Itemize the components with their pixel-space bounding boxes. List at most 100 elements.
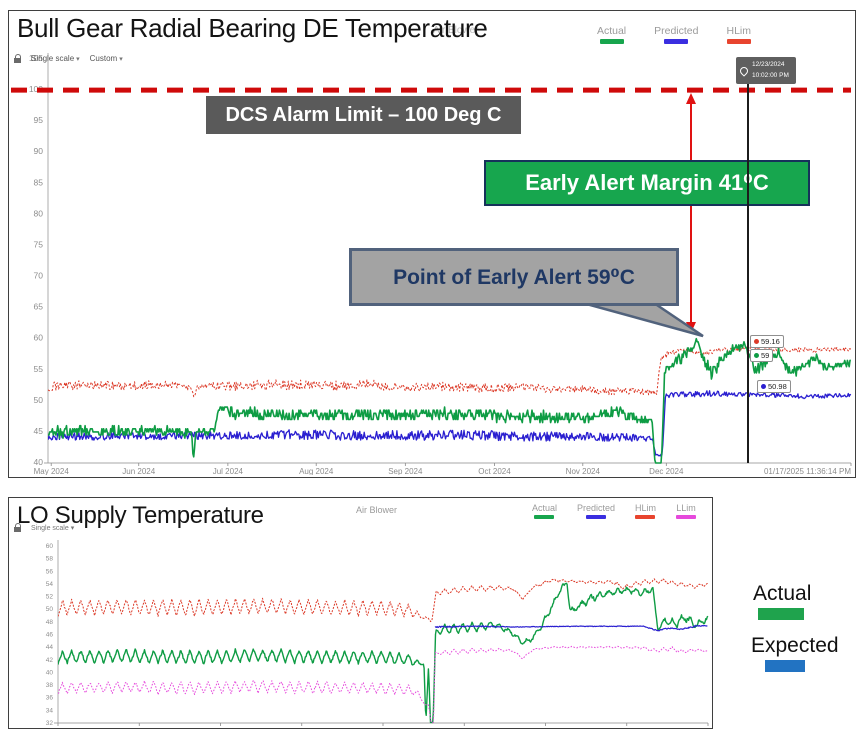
y-tick-label: 48 — [46, 619, 54, 626]
y-tick-label: 100 — [29, 84, 43, 94]
y-tick-label: 50 — [46, 606, 54, 613]
y-tick-label: 34 — [46, 707, 54, 714]
y-tick-label: 56 — [46, 568, 54, 575]
y-tick-label: 70 — [34, 271, 44, 281]
series-actual — [48, 337, 851, 464]
point-of-early-alert-label: Point of Early Alert 59⁰C — [349, 248, 679, 306]
y-tick-label: 95 — [34, 115, 44, 125]
legend-swatch — [585, 515, 606, 519]
lock-icon[interactable] — [14, 523, 21, 532]
preset-dropdown-label: Custom — [89, 54, 118, 63]
y-tick-label: 46 — [46, 632, 54, 639]
legend-item-actual[interactable]: Actual — [532, 503, 557, 519]
x-tick-label: 01/17/2025 11:36:14 PM — [764, 467, 851, 475]
legend-item-predicted[interactable]: Predicted — [577, 503, 615, 519]
actual-dot-icon — [754, 353, 759, 358]
y-tick-label: 65 — [34, 302, 44, 312]
scale-dropdown[interactable]: Single scale — [31, 524, 74, 532]
y-tick-label: 55 — [34, 364, 44, 374]
series-hlim — [48, 346, 852, 398]
predicted-dot-icon — [761, 384, 766, 389]
pin-icon — [738, 64, 750, 77]
legend-item-predicted[interactable]: Predicted — [654, 25, 698, 44]
series-predicted — [434, 625, 708, 632]
y-tick-label: 36 — [46, 695, 54, 702]
legend-label: Actual — [596, 25, 627, 37]
chart1-legend: Actual Predicted HLim — [597, 25, 751, 44]
side-legend-actual-label: Actual — [753, 582, 812, 605]
series-hlim — [58, 578, 709, 623]
chart2-watermark: Air Blower — [356, 505, 398, 515]
legend-label: LLim — [676, 503, 696, 513]
legend-label: Predicted — [576, 503, 615, 513]
time-cursor[interactable] — [747, 57, 749, 463]
y-tick-label: 52 — [46, 594, 54, 601]
side-legend-actual-swatch — [758, 608, 804, 620]
legend-item-actual[interactable]: Actual — [597, 25, 626, 44]
tooltip-time: 10:02:00 PM — [752, 71, 789, 79]
side-legend-expected-swatch — [765, 660, 805, 672]
series-llim — [58, 645, 709, 723]
legend-swatch — [726, 39, 751, 44]
chart2-plot[interactable]: 60 58 56 54 52 50 48 46 44 42 40 38 36 34 32 — [9, 498, 710, 726]
legend-swatch — [599, 39, 624, 44]
y-tick-label: 60 — [34, 333, 44, 343]
y-tick-label: 90 — [34, 146, 44, 156]
preset-dropdown[interactable]: Custom — [90, 54, 123, 63]
chart2-title: LO Supply Temperature — [17, 502, 264, 529]
legend-label: HLim — [634, 503, 656, 513]
y-tick-label: 50 — [34, 395, 44, 405]
scale-dropdown[interactable]: Single scale — [31, 54, 80, 63]
y-tick-label: 45 — [34, 426, 44, 436]
x-tick-label: Oct 2024 — [478, 467, 511, 475]
x-tick-label: Jul 2024 — [213, 467, 244, 475]
y-tick-label: 80 — [34, 208, 44, 218]
series-actual — [58, 582, 709, 724]
chart1-title: Bull Gear Radial Bearing DE Temperature — [17, 13, 488, 43]
legend-swatch — [664, 39, 689, 44]
hlim-value-badge: 59.16 — [750, 335, 784, 348]
y-tick-label: 54 — [46, 581, 54, 588]
scale-dropdown-label: Single scale — [31, 54, 75, 63]
early-alert-margin-label: Early Alert Margin 41⁰C — [484, 160, 810, 206]
actual-value: 59 — [761, 351, 770, 360]
hlim-value: 59.16 — [761, 337, 780, 346]
y-tick-label: 32 — [46, 720, 54, 726]
lock-icon[interactable] — [14, 53, 21, 63]
x-tick-label: Jun 2024 — [122, 467, 155, 475]
legend-swatch — [635, 515, 656, 519]
y-tick-label: 38 — [46, 682, 54, 689]
predicted-value-badge: 50.98 — [757, 380, 791, 393]
y-tick-label: 75 — [34, 239, 44, 249]
chart2-card: Air Blower Single scale LO Supply Temper… — [8, 497, 713, 729]
legend-label: Predicted — [654, 25, 699, 37]
scale-dropdown-label: Single scale — [31, 524, 69, 532]
y-tick-label: 58 — [46, 556, 54, 563]
legend-item-llim[interactable]: LLim — [676, 503, 696, 519]
y-tick-label: 44 — [46, 644, 54, 651]
hlim-dot-icon — [754, 339, 759, 344]
legend-swatch — [534, 515, 555, 519]
x-tick-label: Aug 2024 — [299, 467, 334, 475]
legend-label: HLim — [726, 25, 751, 37]
y-tick-label: 42 — [46, 657, 54, 664]
series-predicted — [48, 390, 852, 457]
x-tick-label: Dec 2024 — [649, 467, 684, 475]
legend-item-hlim[interactable]: HLim — [726, 25, 751, 44]
legend-label: Actual — [531, 503, 557, 513]
chart1-watermark: Air Blower — [433, 25, 479, 36]
cursor-tooltip: 12/23/2024 10:02:00 PM — [736, 57, 796, 84]
tooltip-date: 12/23/2024 — [752, 61, 785, 69]
actual-value-badge: 59 — [750, 349, 774, 362]
y-tick-label: 60 — [46, 543, 54, 550]
alarm-limit-label: DCS Alarm Limit – 100 Deg C — [206, 96, 521, 134]
chart1-card: Air Blower Bull Gear Radial Bearing DE T… — [8, 10, 856, 478]
y-tick-label: 40 — [34, 457, 44, 467]
chart2-toolbar: Single scale — [14, 523, 74, 532]
y-tick-label: 40 — [46, 669, 54, 676]
side-legend-expected-label: Expected — [751, 634, 839, 657]
legend-item-hlim[interactable]: HLim — [635, 503, 656, 519]
x-tick-label: May 2024 — [34, 467, 70, 475]
legend-swatch — [676, 515, 696, 519]
